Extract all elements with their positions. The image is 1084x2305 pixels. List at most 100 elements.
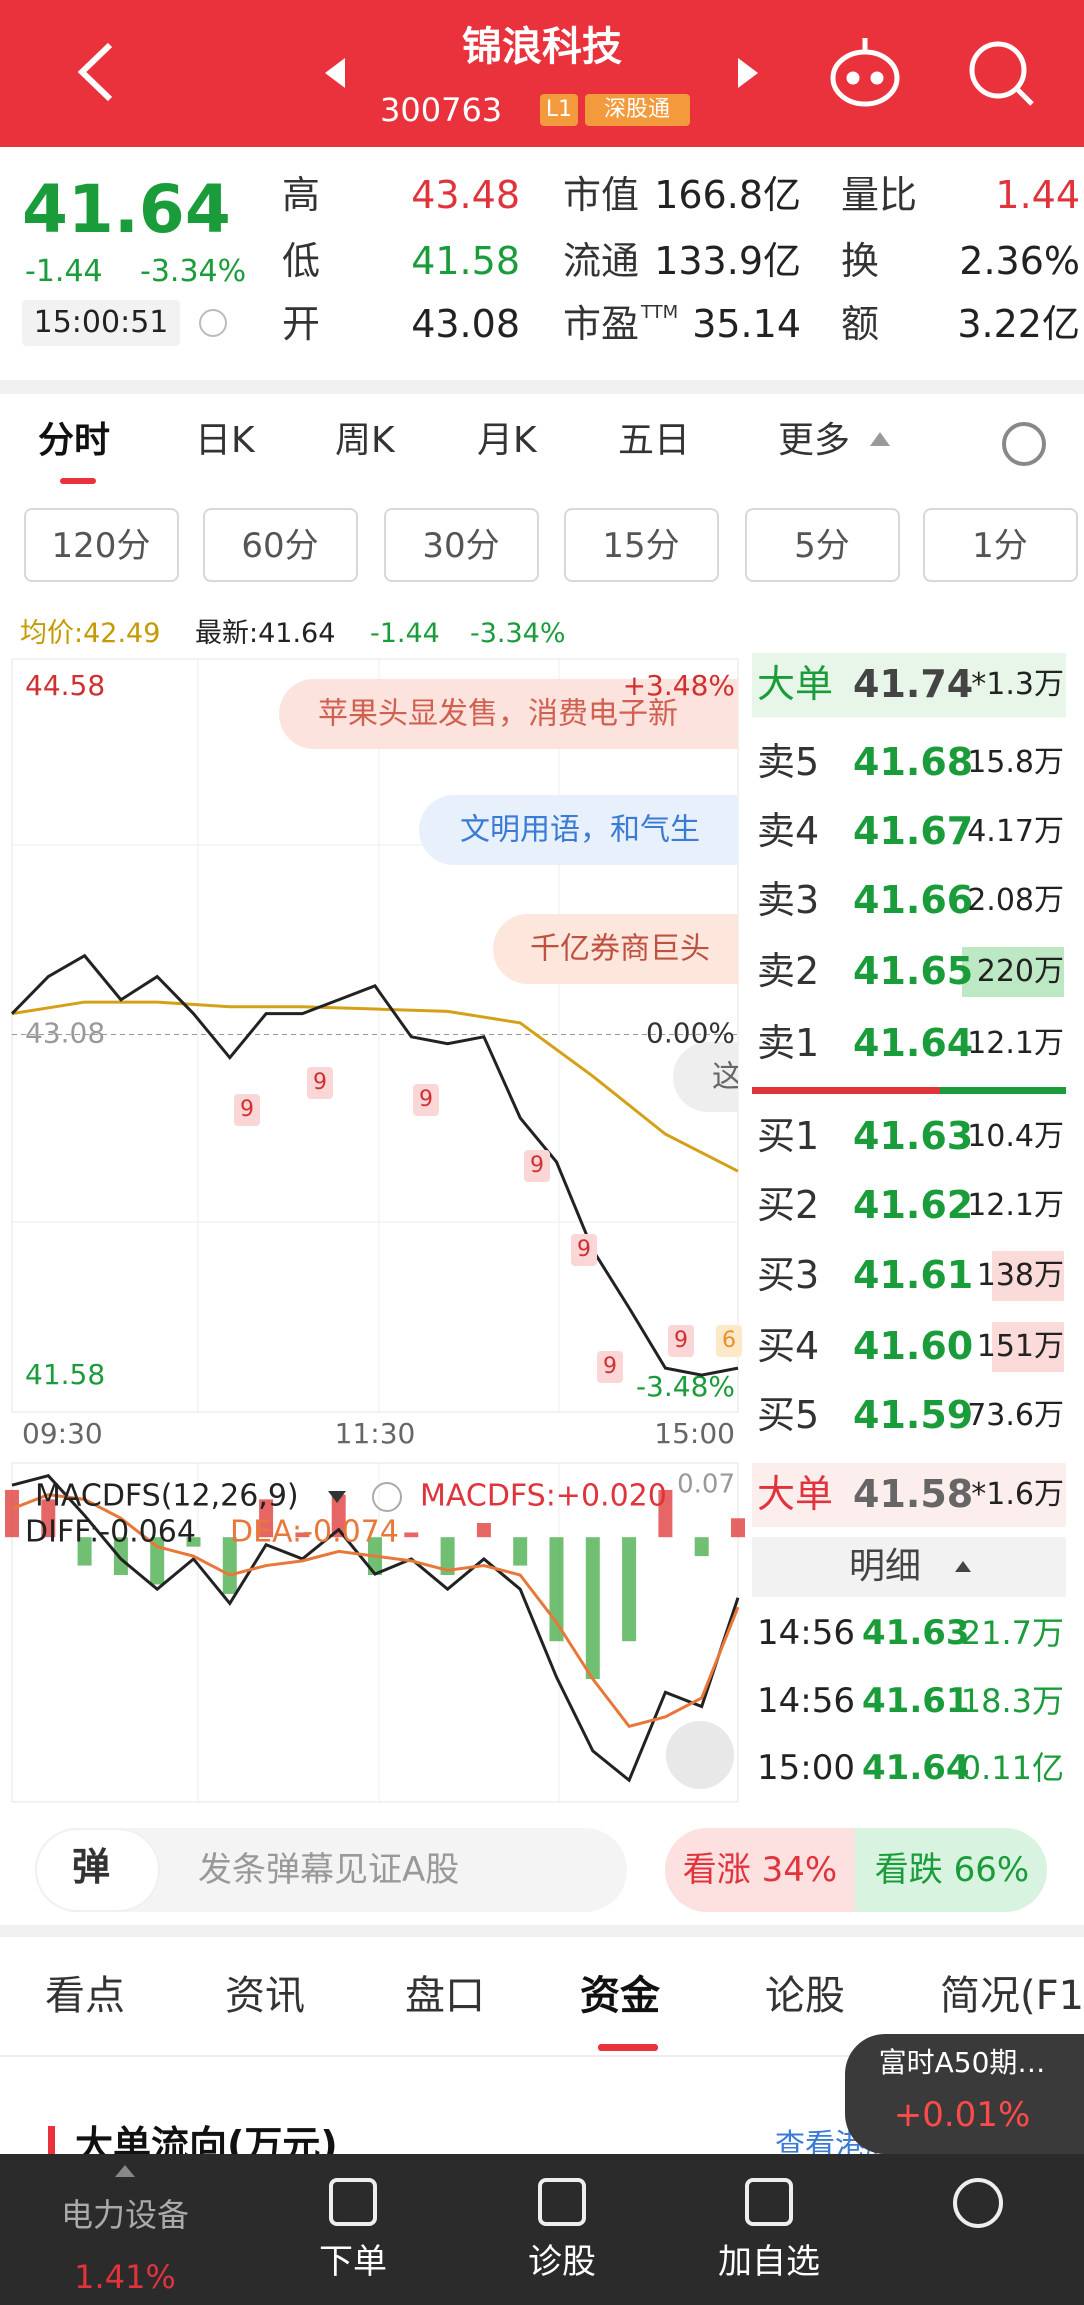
y-tick-label: 44.58 xyxy=(25,669,105,702)
settings-icon[interactable] xyxy=(1002,422,1046,466)
section-marker xyxy=(48,2126,55,2162)
stat-value: 133.9亿 xyxy=(654,239,801,284)
nav-label[interactable]: 下单 xyxy=(319,2241,387,2282)
nav-icon[interactable] xyxy=(329,2178,377,2226)
section-tab[interactable]: 盘口 xyxy=(405,1973,485,2019)
bid-volume: 10.4万 xyxy=(967,1119,1064,1154)
y-tick-label: 43.08 xyxy=(25,1017,105,1050)
vote-down-label[interactable]: 看跌 66% xyxy=(874,1849,1030,1890)
bid-price: 41.60 xyxy=(853,1324,974,1369)
macd-bar xyxy=(513,1537,528,1566)
vote-up[interactable] xyxy=(665,1828,865,1912)
expand-button xyxy=(666,1721,734,1789)
trade-time: 14:56 xyxy=(757,1680,855,1721)
section-tab[interactable]: 论股 xyxy=(765,1973,845,2019)
diff-line xyxy=(11,1474,740,1783)
period-button[interactable] xyxy=(745,508,900,582)
period-label[interactable]: 30分 xyxy=(422,525,500,566)
trade-time: 14:56 xyxy=(757,1612,855,1653)
chart-tab[interactable]: 五日 xyxy=(618,420,691,462)
news-text: 这 xyxy=(712,1060,742,1095)
period-label[interactable]: 120分 xyxy=(51,525,151,566)
chart-tab[interactable]: 月K xyxy=(477,420,537,462)
signal-badge xyxy=(716,1325,742,1357)
stat-value: 166.8亿 xyxy=(654,173,801,218)
signal-label: 6 xyxy=(722,1328,736,1353)
detail-bar[interactable] xyxy=(752,1537,1066,1597)
float-ticker[interactable] xyxy=(845,2034,1084,2154)
prev-icon[interactable] xyxy=(325,58,345,88)
vote-down[interactable] xyxy=(855,1828,1047,1912)
stat-label: 流通 xyxy=(563,239,640,284)
nav-icon[interactable] xyxy=(745,2178,793,2226)
bid-volume: 73.6万 xyxy=(967,1398,1064,1433)
section-tab[interactable]: 看点 xyxy=(45,1973,125,2019)
macd-bar xyxy=(658,1489,673,1538)
y2-tick-label: 0.00% xyxy=(646,1017,735,1050)
section-tab[interactable]: 简况(F1 xyxy=(940,1973,1084,2019)
info-icon[interactable] xyxy=(199,309,227,337)
macd-bar xyxy=(41,1499,56,1538)
nav-sub[interactable]: 1.41% xyxy=(74,2257,176,2296)
period-button[interactable] xyxy=(923,508,1078,582)
ask-label: 卖4 xyxy=(757,809,820,854)
detail-title[interactable]: 明细 xyxy=(848,1546,922,1588)
period-label[interactable]: 60分 xyxy=(241,525,319,566)
nav-label[interactable]: 电力设备 xyxy=(60,2195,190,2234)
nav-icon[interactable] xyxy=(538,2178,586,2226)
help-icon xyxy=(372,1482,402,1512)
separator xyxy=(0,2055,1084,2057)
signal-badge xyxy=(571,1234,597,1266)
chart-tab[interactable]: 周K xyxy=(335,420,395,462)
news-bubble xyxy=(279,679,738,749)
separator xyxy=(0,1925,1084,1937)
chart-canvas: 44.58 43.08 41.58 苹果头显发售，消费电子新文明用语，和气生千亿券商巨… xyxy=(5,658,745,1803)
big-order-volume: *1.3万 xyxy=(971,667,1064,702)
robot-icon[interactable] xyxy=(830,38,900,107)
macd-bar xyxy=(476,1523,491,1538)
search-icon[interactable] xyxy=(969,41,1034,106)
stat-value: 1.44 xyxy=(995,173,1080,218)
period-label[interactable]: 15分 xyxy=(602,525,680,566)
section-tab[interactable]: 资讯 xyxy=(225,1973,305,2019)
bid-label: 买1 xyxy=(757,1114,820,1159)
nav-label[interactable]: 加自选 xyxy=(718,2241,820,2282)
next-icon[interactable] xyxy=(738,58,758,88)
signal-label: 9 xyxy=(240,1097,254,1122)
trade-volume: 21.7万 xyxy=(960,1613,1064,1652)
vote-up-label[interactable]: 看涨 34% xyxy=(682,1849,838,1890)
x-tick-label: 15:00 xyxy=(654,1417,735,1450)
period-label[interactable]: 5分 xyxy=(794,525,850,566)
nav-menu-icon[interactable] xyxy=(953,2178,1003,2228)
big-order-volume: *1.6万 xyxy=(971,1477,1064,1512)
x-tick-label: 11:30 xyxy=(335,1417,416,1450)
diff-label: DIFF:-0.064 xyxy=(25,1515,196,1550)
period-button[interactable] xyxy=(384,508,539,582)
stat-label: 换 xyxy=(841,239,880,284)
period-label[interactable]: 1分 xyxy=(972,525,1028,566)
period-button[interactable] xyxy=(564,508,719,582)
signal-badge xyxy=(597,1351,623,1383)
big-order-label: 大单 xyxy=(757,1472,834,1517)
chart-tab[interactable]: 日K xyxy=(195,420,255,462)
section-tab[interactable]: 资金 xyxy=(580,1973,660,2019)
chart-tab[interactable]: 更多 xyxy=(778,420,851,462)
ask-volume: 12.1万 xyxy=(967,1026,1064,1061)
back-icon[interactable] xyxy=(77,42,113,102)
chart-tab[interactable]: 分时 xyxy=(38,420,111,462)
big-order-price: 41.74 xyxy=(853,662,974,707)
period-button[interactable] xyxy=(203,508,358,582)
macd-label: MACDFS:+0.020 xyxy=(420,1479,667,1514)
bid-label: 买2 xyxy=(757,1183,820,1228)
news-text: 苹果头显发售，消费电子新 xyxy=(318,697,678,732)
bid-label: 买3 xyxy=(757,1253,820,1298)
nav-label[interactable]: 诊股 xyxy=(528,2241,596,2282)
volume-bg xyxy=(992,1322,1064,1372)
period-button[interactable] xyxy=(24,508,179,582)
latest-price: 最新:41.64 xyxy=(195,617,336,649)
macd-bar xyxy=(5,1489,19,1538)
y2-tick-label: +3.48% xyxy=(623,669,735,702)
danmaku-icon-bg xyxy=(35,1828,160,1912)
